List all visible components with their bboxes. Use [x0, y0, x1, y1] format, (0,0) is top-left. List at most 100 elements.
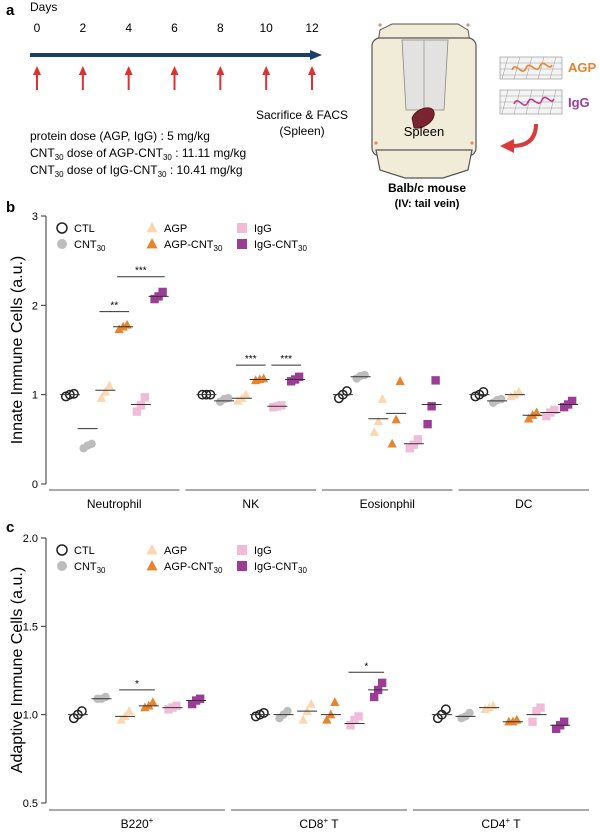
injection-arrowhead [308, 66, 316, 75]
timeline-arrowhead [310, 50, 322, 60]
day-label: 0 [34, 21, 41, 35]
data-point-igg-cnt30 [195, 694, 205, 703]
mouse-hind [375, 149, 473, 179]
mouse-illustration: Spleen [371, 23, 477, 179]
spleen-label: Spleen [404, 124, 444, 139]
group-label: B220+ [121, 816, 154, 831]
data-point-agp [298, 714, 308, 724]
data-point-igg-cnt30 [423, 419, 432, 429]
data-point-igg [550, 405, 559, 415]
paw-dot [374, 141, 378, 145]
legend-label: IgG-CNT30 [254, 561, 307, 575]
mouse-label-line2: (IV: tail vein) [395, 198, 460, 210]
data-point-igg [172, 701, 181, 711]
data-point-igg [413, 435, 423, 444]
legend-label: AGP [164, 545, 187, 557]
data-point-ctl [478, 387, 489, 397]
injection-arrowhead [78, 66, 87, 75]
panel-b-plot: 0 1 2 3 CTL AGP IgG CNT30 AGP-CNT30 IgG-CNT30 Neut… [32, 211, 589, 511]
data-point-agp-cnt30 [114, 324, 124, 334]
data-point-igg [346, 721, 355, 730]
dose-igg-cnt: CNT30 dose of IgG-CNT30 : 10.41 mg/kg [30, 163, 243, 179]
y-tick-label: 3 [32, 211, 38, 223]
igg-icon-label: IgG [568, 95, 590, 110]
igg-protein-strand [513, 96, 555, 106]
data-point-cnt30 [57, 239, 67, 249]
data-point-agp [377, 394, 387, 403]
data-point-igg [354, 712, 363, 721]
legend-label: CNT30 [74, 239, 106, 253]
data-point-ctl [56, 544, 68, 556]
injection-arrowhead [170, 66, 179, 75]
legend-label: AGP-CNT30 [164, 239, 223, 253]
data-point-agp-cnt30 [148, 697, 158, 706]
group-label: CD4+ T [481, 816, 521, 831]
dose-igg-value: : 10.41 mg/kg [167, 163, 243, 177]
data-point-agp [510, 389, 520, 399]
data-point-agp-cnt30 [532, 407, 542, 417]
spleen-organ [411, 107, 435, 129]
data-point-igg [237, 545, 247, 555]
data-point-ctl [258, 707, 269, 718]
sacrifice-label-line1: Sacrifice & FACS [256, 108, 348, 122]
legend-label: AGP [164, 223, 187, 235]
panel-b-innate-chart: b Innate Immune Cells (a.u.) 0 1 2 3 CTL AGP I… [6, 199, 589, 511]
sacrifice-label-line2: (Spleen) [279, 124, 324, 138]
mouse-label-line1: Balb/c mouse [388, 181, 466, 195]
group-label: DC [515, 497, 533, 511]
data-point-igg-cnt30 [431, 376, 440, 385]
significance-label: *** [280, 354, 292, 365]
data-point-igg-cnt30 [158, 287, 167, 297]
significance-label: ** [110, 301, 118, 312]
data-point-cnt30 [87, 439, 96, 448]
data-point-agp [514, 386, 524, 396]
legend-label: IgG [254, 545, 272, 557]
panel-b-ylabel: Innate Immune Cells (a.u.) [9, 256, 26, 445]
days-label: Days [30, 0, 57, 14]
data-point-cnt30 [496, 394, 506, 404]
injection-arrowhead [124, 66, 133, 75]
group-label: Neutrophil [87, 497, 142, 511]
data-point-agp [241, 389, 251, 399]
day-label: 4 [125, 21, 132, 35]
data-point-agp [124, 706, 134, 715]
data-point-cnt30 [223, 394, 233, 403]
data-point-cnt30 [101, 692, 110, 702]
agp-cnt-icon [499, 56, 563, 80]
dose-protein: protein dose (AGP, IgG) : 5 mg/kg [30, 129, 210, 143]
significance-label: *** [245, 354, 257, 365]
significance-label: * [364, 661, 368, 672]
legend-label: CTL [74, 545, 95, 557]
legend-label: CTL [74, 223, 95, 235]
data-point-igg-cnt30 [369, 692, 379, 702]
day-label: 10 [259, 21, 273, 35]
data-point-igg [237, 223, 247, 233]
data-point-agp-cnt30 [322, 714, 332, 724]
data-point-igg [536, 703, 545, 712]
data-point-agp-cnt30 [387, 438, 397, 448]
group-label: NK [242, 497, 259, 511]
data-point-agp-cnt30 [528, 410, 538, 419]
data-point-cnt30 [57, 561, 67, 571]
legend-label: IgG-CNT30 [254, 239, 307, 253]
significance-label: *** [135, 266, 147, 277]
data-point-igg [277, 401, 286, 410]
paw-dot [470, 141, 474, 145]
data-point-igg-cnt30 [377, 678, 387, 688]
data-point-agp [120, 711, 130, 721]
data-point-igg-cnt30 [294, 372, 304, 381]
panel-c-ylabel: Adaptive Immune Cells (a.u.) [9, 567, 26, 773]
dose-agp-value: : 11.11 mg/kg [172, 146, 246, 160]
data-point-igg [132, 407, 142, 416]
injection-curved-arrow [511, 123, 538, 148]
dose-igg-prefix: CNT [30, 163, 55, 177]
injection-arrowhead [216, 66, 225, 75]
data-point-agp [96, 393, 106, 402]
data-point-igg-cnt30 [559, 717, 569, 726]
injection-arrowhead [262, 66, 271, 75]
data-point-igg-cnt30 [237, 239, 247, 249]
injection-curved-arrowhead [500, 139, 514, 153]
y-tick-label: 1.5 [23, 621, 38, 633]
injection-arrowhead [33, 66, 41, 75]
panel-b-label: b [6, 199, 15, 216]
